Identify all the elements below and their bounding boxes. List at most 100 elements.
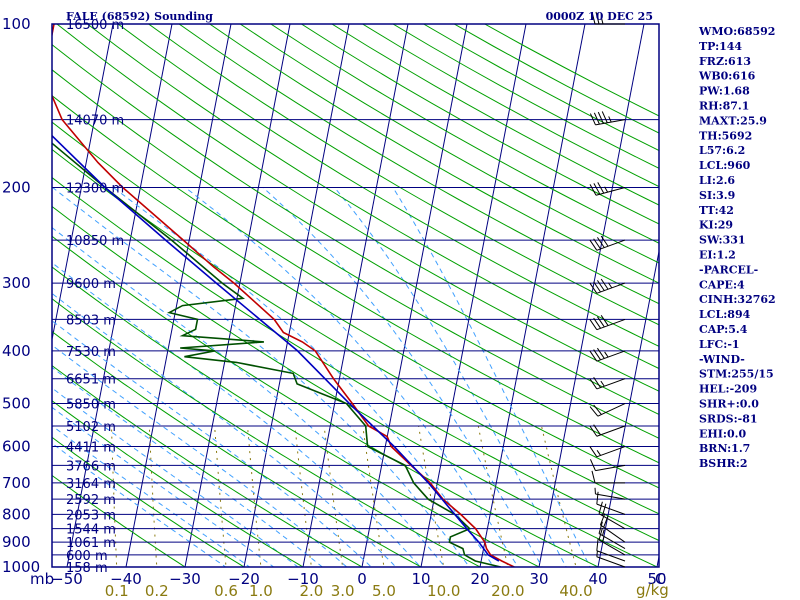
mixing-ratio-unit-label: g/kg [636, 581, 669, 599]
height-level-label: 12300 m [66, 181, 124, 196]
mixing-ratio-line [541, 425, 577, 567]
wind-barb-flag [595, 11, 600, 25]
isotherm-line [184, 24, 291, 567]
mixing-ratio-tick-label: 2.0 [299, 582, 323, 600]
wind-barb-staff [596, 556, 626, 568]
moist-adiabat-line [262, 187, 543, 567]
wind-barb-flag [596, 280, 605, 291]
wind-barb-flag [593, 317, 601, 329]
pressure-tick-label: 600 [2, 438, 31, 456]
temperature-trace [52, 24, 515, 567]
wind-barb-staff [596, 378, 626, 390]
index-entry: LI:2.6 [699, 174, 735, 187]
height-level-label: 4411 m [66, 441, 116, 456]
moist-adiabat-line [52, 226, 446, 567]
index-entry: TT:42 [699, 204, 734, 217]
wind-barb [589, 347, 626, 362]
height-level-label: 600 m [66, 549, 108, 564]
height-level-label: 8503 m [66, 313, 116, 328]
dry-adiabat-line [52, 330, 423, 567]
wind-barbs [589, 11, 626, 568]
mixing-ratio-tick-label: 1.0 [249, 582, 273, 600]
height-level-label: 2592 m [66, 493, 116, 508]
wind-barb-flag [593, 404, 602, 415]
wind-barb-flag [596, 347, 605, 359]
wind-barb-flag [593, 424, 601, 436]
wind-barb-flag [589, 319, 598, 330]
height-level-label: 2053 m [66, 508, 116, 523]
wind-barb [589, 446, 626, 458]
wind-barb-flag [602, 503, 607, 516]
wind-barb-staff [596, 282, 626, 294]
wind-barb-flag [593, 238, 601, 250]
dewpoint-trace [52, 142, 501, 567]
mixing-ratio-tick-label: 0.6 [214, 582, 238, 600]
temperature-tick-label: −20 [228, 570, 260, 588]
moist-adiabat-line [52, 406, 275, 567]
index-entry: CINH:32762 [699, 293, 776, 306]
index-entry: STM:255/15 [699, 368, 774, 381]
temperature-tick-label: −40 [110, 570, 142, 588]
temperature-tick-label: 10 [411, 570, 430, 588]
wind-barb-staff [595, 119, 626, 126]
isotherm-grid [52, 24, 659, 567]
wind-barb-staff [596, 550, 626, 562]
wind-barb [589, 424, 626, 437]
moist-adiabat-line [52, 187, 470, 567]
wind-barb-flag [589, 425, 598, 437]
wind-barb-flag [600, 235, 609, 247]
wind-barb [589, 403, 626, 417]
wind-barb-flag [596, 316, 605, 328]
wind-barb-flag [597, 111, 604, 124]
isotherm-line [361, 24, 468, 567]
index-entry: CAP:5.4 [699, 323, 748, 336]
wind-barb [596, 538, 626, 562]
dry-adiabat-line [52, 148, 659, 515]
wind-barb-flag [598, 501, 603, 514]
moist-adiabat-line [52, 442, 227, 567]
temperature-tick-label: 40 [588, 570, 607, 588]
moist-adiabat-line [184, 187, 519, 567]
mixing-ratio-line [148, 425, 158, 567]
wind-barb [596, 550, 626, 568]
pressure-tick-label: 700 [2, 474, 31, 492]
mixing-ratio-tick-label: 5.0 [372, 582, 396, 600]
pressure-tick-label: 100 [2, 15, 31, 33]
wind-barb-flag [600, 315, 609, 326]
index-entry: LCL:894 [699, 308, 751, 321]
dry-adiabat-line [52, 235, 600, 567]
dry-adiabat-line [52, 400, 305, 567]
wind-barb-flag [593, 377, 601, 388]
pressure-tick-label: 1000 [2, 558, 40, 576]
moist-adiabat-line [52, 292, 397, 567]
isotherm-line [538, 24, 645, 567]
height-level-label: 5102 m [66, 420, 116, 435]
index-entry: BSHR:2 [699, 457, 748, 470]
wind-barb [589, 182, 626, 196]
index-entry: WB0:616 [698, 70, 756, 83]
wind-barb-flag [589, 282, 598, 294]
wind-barb-flag [598, 521, 603, 534]
wind-barb-flag [601, 111, 608, 123]
index-entry: TH:5692 [699, 129, 752, 142]
wind-barb-half-flag [608, 116, 612, 123]
dry-adiabat-line [52, 298, 482, 567]
mixing-ratio-tick-label: 10.0 [427, 582, 460, 600]
height-level-label: 9600 m [66, 277, 116, 292]
wind-barb [589, 377, 626, 390]
wind-barb-half-flag [607, 282, 613, 289]
index-entry: BRN:1.7 [699, 442, 750, 455]
wind-barb [594, 487, 626, 500]
wind-barb-flag [589, 378, 598, 390]
moist-adiabat-line [52, 320, 373, 567]
wind-barb-half-flag [596, 450, 601, 456]
pressure-tick-label: 400 [2, 342, 31, 360]
moist-adiabat-line [392, 187, 591, 567]
dry-adiabat-line [52, 94, 659, 464]
temperature-tick-label: 0 [357, 570, 367, 588]
temperature-tick-label: −10 [287, 570, 319, 588]
index-entry: LFC:-1 [699, 338, 740, 351]
isotherm-line [479, 24, 586, 567]
wind-barb-flag [591, 11, 596, 25]
